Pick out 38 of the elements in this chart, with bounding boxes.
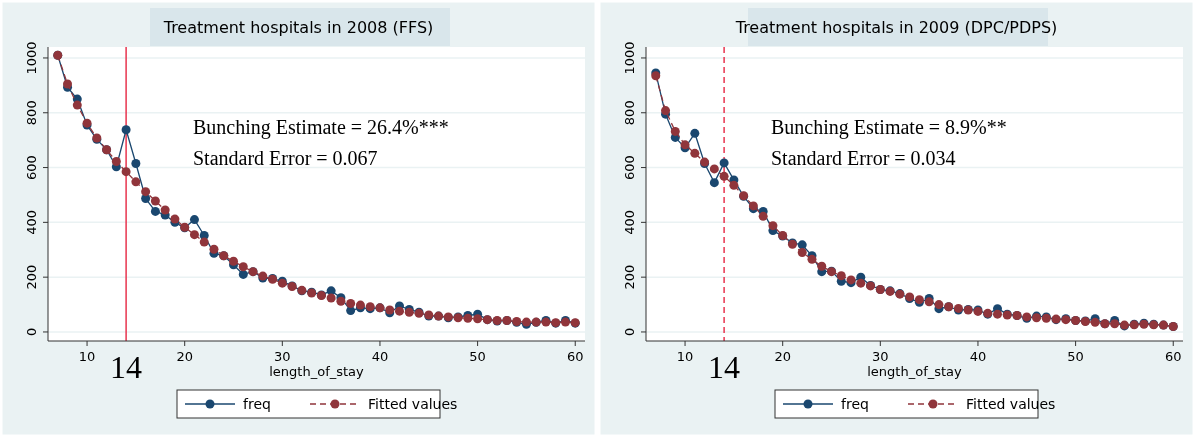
y-tick-label: 0 (24, 327, 39, 337)
x-tick-label: 10 (78, 349, 96, 364)
y-tick-label: 1000 (622, 41, 637, 75)
x-axis-title: length_of_stay (269, 364, 365, 379)
y-tick-label: 800 (622, 100, 637, 126)
x-tick-label: 10 (676, 349, 694, 364)
y-tick-label: 600 (24, 155, 39, 180)
y-tick-label: 200 (622, 264, 637, 290)
y-tick-label: 200 (24, 264, 39, 290)
ref-line-label: 14 (110, 349, 143, 385)
legend-label: Fitted values (368, 396, 458, 412)
x-tick-label: 30 (274, 349, 291, 364)
annotation: Bunching Estimate = 26.4%*** (193, 116, 449, 139)
legend-label: freq (243, 396, 271, 412)
y-tick-label: 400 (24, 209, 39, 235)
x-tick-label: 20 (774, 349, 791, 364)
ref-line-label: 14 (708, 349, 741, 385)
legend-label: Fitted values (966, 396, 1056, 412)
y-tick-label: 0 (622, 327, 637, 337)
x-tick-label: 20 (176, 349, 193, 364)
x-tick-label: 40 (371, 349, 389, 364)
x-tick-label: 50 (469, 349, 486, 364)
x-axis-title: length_of_stay (867, 364, 963, 379)
chart-title: Treatment hospitals in 2008 (FFS) (162, 18, 434, 37)
x-tick-label: 50 (1067, 349, 1084, 364)
chart-title: Treatment hospitals in 2009 (DPC/PDPS) (734, 18, 1058, 37)
y-tick-label: 800 (24, 100, 39, 126)
y-tick-label: 600 (622, 155, 637, 180)
y-tick-label: 400 (622, 209, 637, 235)
legend-label: freq (841, 396, 869, 412)
x-tick-label: 40 (969, 349, 987, 364)
annotation: Bunching Estimate = 8.9%** (771, 116, 1007, 139)
annotation: Standard Error = 0.067 (193, 147, 378, 169)
annotation: Standard Error = 0.034 (771, 147, 956, 169)
x-tick-label: 60 (1164, 349, 1182, 364)
x-tick-label: 30 (872, 349, 889, 364)
x-tick-label: 60 (566, 349, 584, 364)
y-tick-label: 1000 (24, 41, 39, 75)
